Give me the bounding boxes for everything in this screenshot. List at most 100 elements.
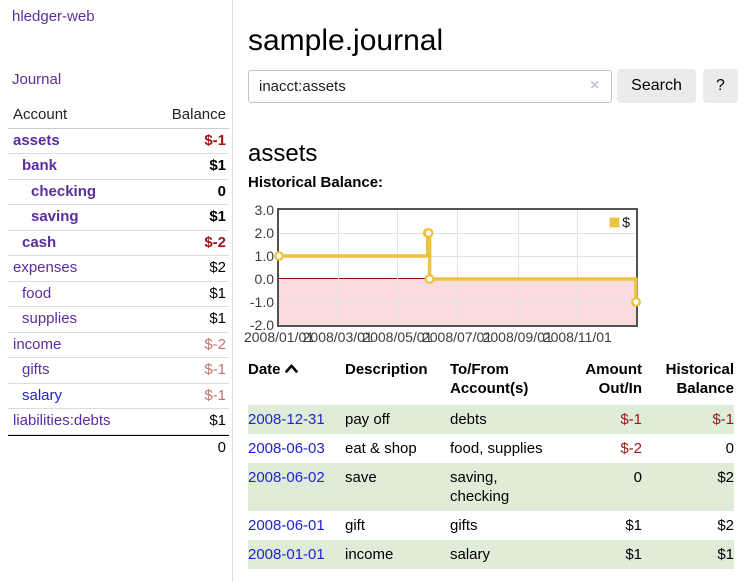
account-row: expenses $2 (8, 256, 229, 282)
account-balance: $-2 (204, 335, 226, 353)
balance-cell: $1 (717, 546, 734, 563)
table-row: 2008-06-02 save saving, checking 0 $2 (248, 463, 734, 511)
table-row: 2008-01-01 income salary $1 $1 (248, 540, 734, 569)
page-title: sample.journal (248, 24, 444, 58)
data-point-marker (423, 228, 434, 238)
transaction-date-link[interactable]: 2008-01-01 (248, 546, 325, 563)
chart-title: Historical Balance: (248, 174, 384, 191)
amount-cell: $1 (625, 517, 642, 534)
accounts-total-row: 0 (8, 434, 229, 461)
date-column-header[interactable]: Date (248, 358, 345, 405)
y-tick-label: -1.0 (249, 294, 274, 310)
accounts-table-header: Account Balance (8, 103, 229, 129)
description-cell: gift (345, 517, 366, 534)
account-link[interactable]: gifts (22, 361, 50, 378)
account-balance: $1 (209, 412, 226, 429)
account-balance: $1 (209, 310, 226, 327)
account-heading: assets (248, 139, 318, 167)
x-tick-label: 2008/03/01 (302, 329, 373, 345)
register-header-row: Date Description To/From Account(s) Amou… (248, 358, 734, 405)
x-tick-label: 2008/01/01 (243, 329, 315, 345)
balance-cell: 0 (725, 440, 734, 457)
account-link[interactable]: saving (31, 208, 79, 225)
description-cell: income (345, 546, 394, 563)
date-cell[interactable]: 2008-06-02 (248, 463, 345, 511)
account-link[interactable]: income (13, 335, 62, 353)
search-input[interactable] (248, 70, 612, 103)
table-row: 2008-06-01 gift gifts $1 $2 (248, 511, 734, 540)
account-row: liabilities:debts $1 (8, 409, 229, 435)
accounts-rows: assets $-1 bank $1 checking 0 saving $1 cash $-2 e… (8, 129, 229, 435)
account-link[interactable]: liabilities:debts (13, 412, 111, 429)
transaction-date-link[interactable]: 2008-06-01 (248, 517, 325, 534)
account-balance: $-1 (204, 386, 226, 404)
chart-plot-area[interactable]: $ (274, 208, 641, 327)
x-tick-label: 2008/05/01 (362, 329, 433, 345)
account-link[interactable]: expenses (13, 259, 78, 276)
transaction-date-link[interactable]: 2008-06-02 (248, 469, 325, 486)
sidebar: hledger-web Journal Account Balance asse… (0, 0, 233, 582)
account-row: food $1 (8, 282, 229, 307)
chart-series-line (274, 228, 641, 307)
account-balance: $1 (209, 157, 226, 174)
sidebar-item-journal[interactable]: Journal (12, 71, 62, 88)
account-link[interactable]: food (22, 284, 52, 302)
balance-column-header-main: Historical Balance (665, 361, 734, 397)
chart-legend: $ (609, 214, 630, 230)
date-cell[interactable]: 2008-01-01 (248, 540, 345, 569)
table-row: 2008-06-03 eat & shop food, supplies $-2 0 (248, 434, 734, 463)
account-row: salary $-1 (8, 384, 229, 409)
account-link[interactable]: assets (13, 131, 60, 149)
date-cell[interactable]: 2008-12-31 (248, 405, 345, 434)
date-cell[interactable]: 2008-06-03 (248, 434, 345, 463)
accounts-cell: debts (450, 411, 487, 428)
description-column-header: Description (345, 361, 428, 378)
gridline (337, 210, 339, 325)
accounts-column-header: To/From Account(s) (450, 361, 529, 397)
account-row: checking 0 (8, 180, 229, 205)
account-balance: $1 (209, 208, 226, 225)
gridline (457, 210, 458, 325)
balance-cell: $-1 (712, 411, 734, 428)
x-tick-label: 2008/07/01 (421, 329, 493, 345)
register-table: Date Description To/From Account(s) Amou… (248, 358, 734, 569)
sort-asc-icon (284, 364, 298, 373)
gridline (577, 210, 579, 325)
account-link[interactable]: checking (31, 182, 97, 200)
balance-cell: $2 (717, 469, 734, 486)
search-button[interactable]: Search (617, 69, 696, 103)
accounts-cell: food, supplies (450, 440, 543, 457)
account-link[interactable]: cash (22, 233, 57, 251)
account-balance: $-1 (204, 131, 226, 149)
table-row: 2008-12-31 pay off debts $-1 $-1 (248, 405, 734, 434)
accounts-cell: saving, checking (450, 469, 510, 505)
balance-cell: $2 (717, 517, 734, 534)
description-cell: save (345, 469, 377, 486)
transaction-date-link[interactable]: 2008-06-03 (248, 440, 325, 457)
y-tick-label: 0.0 (254, 271, 274, 287)
accounts-table: Account Balance assets $-1 bank $1 checking 0… (8, 103, 229, 460)
accounts-cell: gifts (450, 517, 478, 534)
transaction-date-link[interactable]: 2008-12-31 (248, 411, 325, 428)
gridline (517, 210, 519, 325)
account-row: gifts $-1 (8, 358, 229, 384)
account-link[interactable]: supplies (22, 310, 78, 327)
account-link[interactable]: bank (22, 157, 58, 174)
historical-balance-chart: 3.0 2.0 1.0 0.0 -1.0 -2.0 $ 2008/01/01 2008/03… (244, 202, 742, 347)
legend-color-swatch (609, 216, 621, 228)
account-balance: $1 (209, 284, 226, 302)
amount-cell: $-2 (620, 440, 642, 457)
app-title-link[interactable]: hledger-web (12, 8, 95, 25)
help-button[interactable]: ? (703, 69, 738, 103)
description-cell: eat & shop (345, 440, 417, 457)
gridline (397, 210, 399, 325)
accounts-total-value: 0 (217, 438, 226, 456)
date-cell[interactable]: 2008-06-01 (248, 511, 345, 540)
data-point-marker (424, 274, 435, 284)
account-row: saving $1 (8, 205, 229, 231)
clear-search-icon[interactable]: × (590, 77, 600, 94)
account-column-header: Account (13, 106, 68, 123)
y-tick-label: 2.0 (254, 225, 274, 241)
account-link[interactable]: salary (22, 386, 63, 404)
